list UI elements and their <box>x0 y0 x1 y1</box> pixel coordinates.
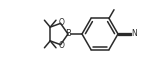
Text: O: O <box>59 18 65 27</box>
Text: N: N <box>132 30 137 38</box>
Text: B: B <box>65 30 71 38</box>
Text: O: O <box>59 41 65 50</box>
